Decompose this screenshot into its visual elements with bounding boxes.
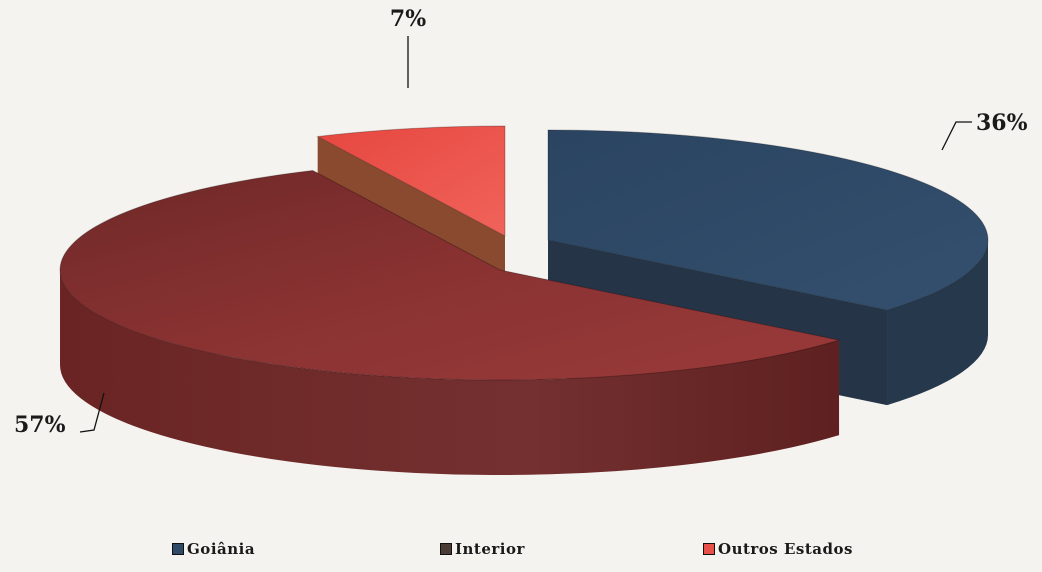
- data-label-outros-estados: 7%: [390, 6, 426, 32]
- legend: Goiânia Interior Outros Estados: [0, 540, 1042, 564]
- leader-line-goiania: [941, 121, 972, 151]
- legend-swatch-goiania: [172, 543, 184, 555]
- data-label-goiania: 36%: [976, 110, 1028, 136]
- pie-slice-goiania-top: [547, 129, 989, 311]
- pie-slice-interior: [59, 169, 840, 475]
- pie-data-labels: 36% 57% 7%: [14, 6, 1028, 438]
- leader-line-interior: [79, 392, 105, 433]
- legend-label-outros-estados: Outros Estados: [718, 540, 853, 558]
- legend-swatch-outros-estados: [703, 543, 715, 555]
- legend-item-outros-estados: Outros Estados: [703, 540, 853, 558]
- legend-swatch-interior: [440, 543, 452, 555]
- pie-slice-outros-estados-top: [316, 125, 506, 237]
- legend-item-goiania: Goiânia: [172, 540, 255, 558]
- pie-slices: [59, 125, 989, 475]
- pie-chart-plot: 36% 57% 7%: [14, 6, 1028, 475]
- pie-slice-interior-top: [59, 169, 840, 381]
- legend-item-interior: Interior: [440, 540, 525, 558]
- pie-slice-interior-side: [60, 270, 840, 475]
- legend-label-interior: Interior: [455, 540, 525, 558]
- pie-slice-goiania-side: [887, 240, 988, 406]
- legend-label-goiania: Goiânia: [187, 540, 256, 558]
- data-label-interior: 57%: [14, 412, 66, 438]
